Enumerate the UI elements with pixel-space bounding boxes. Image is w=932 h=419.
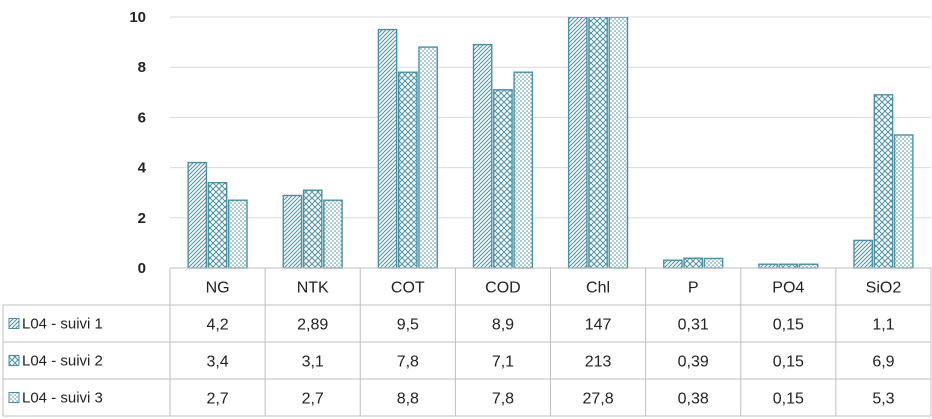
data-table: NG NTK COT COD Chl P PO4 SiO2 L04 - suivi 1 4,2 2,… bbox=[2, 268, 932, 417]
data-label: 4,2 bbox=[206, 317, 228, 334]
data-label: 2,7 bbox=[206, 391, 228, 408]
bar-ng-series-2 bbox=[207, 181, 228, 269]
category-label: NTK bbox=[297, 280, 329, 297]
legend-key-series-3 bbox=[8, 392, 20, 403]
bar-p-series-3 bbox=[703, 257, 724, 269]
data-label: 213 bbox=[585, 354, 612, 371]
legend-key-series-1 bbox=[8, 318, 20, 329]
bar-cot-series-3 bbox=[418, 46, 438, 269]
data-label: 9,5 bbox=[397, 317, 419, 334]
data-label: 7,8 bbox=[492, 391, 514, 408]
bar-po4-series-1 bbox=[758, 263, 778, 269]
data-label: 3,4 bbox=[206, 354, 228, 371]
category-label: P bbox=[688, 280, 699, 297]
bar-p-series-2 bbox=[683, 257, 704, 269]
data-label: 8,8 bbox=[397, 391, 419, 408]
data-label: 7,1 bbox=[492, 354, 514, 371]
data-label: 0,15 bbox=[773, 391, 804, 408]
legend-label-series-2: L04 - suivi 2 bbox=[22, 353, 103, 370]
data-label: 6,9 bbox=[872, 354, 894, 371]
bar-ntk-series-3 bbox=[323, 199, 343, 269]
bar-po4-series-3 bbox=[798, 263, 819, 269]
gridlines bbox=[170, 16, 931, 219]
bar-sio2-series-3 bbox=[893, 134, 914, 269]
y-tick-label: 2 bbox=[138, 210, 146, 227]
data-label: 0,15 bbox=[773, 354, 804, 371]
bar-sio2-series-1 bbox=[853, 239, 873, 269]
category-label: Chl bbox=[586, 280, 610, 297]
data-label: 1,1 bbox=[872, 317, 894, 334]
legend-key-series-2 bbox=[8, 355, 20, 366]
data-label: 2,89 bbox=[297, 317, 328, 334]
y-tick-label: 6 bbox=[138, 109, 146, 126]
bar-ntk-series-1 bbox=[282, 194, 303, 269]
y-tick-label: 4 bbox=[138, 160, 147, 177]
data-label: 2,7 bbox=[302, 391, 324, 408]
category-label: NG bbox=[206, 280, 230, 297]
bar-cot-series-1 bbox=[377, 28, 398, 269]
category-label: COT bbox=[391, 280, 425, 297]
bar-ng-series-1 bbox=[187, 161, 208, 269]
data-label: 0,15 bbox=[773, 317, 804, 334]
bar-sio2-series-2 bbox=[873, 94, 894, 269]
bar-ntk-series-2 bbox=[302, 189, 323, 269]
bar-po4-series-2 bbox=[778, 263, 799, 269]
data-label: 0,31 bbox=[678, 317, 709, 334]
y-tick-label: 0 bbox=[138, 260, 146, 277]
category-label: SiO2 bbox=[866, 280, 902, 297]
bar-chl-series-1 bbox=[567, 17, 588, 269]
data-label: 3,1 bbox=[302, 354, 324, 371]
y-tick-label: 10 bbox=[129, 9, 146, 26]
data-label: 0,38 bbox=[678, 391, 709, 408]
bar-cot-series-2 bbox=[397, 71, 418, 269]
bar-cod-series-3 bbox=[513, 71, 534, 269]
data-label: 147 bbox=[585, 317, 612, 334]
bar-chl-series-2 bbox=[588, 17, 608, 269]
y-tick-label: 8 bbox=[138, 59, 146, 76]
bars bbox=[187, 17, 914, 269]
data-label: 5,3 bbox=[872, 391, 894, 408]
data-label: 7,8 bbox=[397, 354, 419, 371]
data-label: 8,9 bbox=[492, 317, 514, 334]
data-label: 0,39 bbox=[678, 354, 709, 371]
legend-label-series-1: L04 - suivi 1 bbox=[22, 316, 103, 333]
bar-ng-series-3 bbox=[228, 199, 248, 269]
category-label: COD bbox=[485, 280, 521, 297]
bar-cod-series-2 bbox=[493, 89, 513, 269]
data-label: 27,8 bbox=[582, 391, 613, 408]
bar-p-series-1 bbox=[663, 259, 683, 269]
bar-chl-series-3 bbox=[608, 17, 629, 269]
legend-label-series-3: L04 - suivi 3 bbox=[22, 390, 103, 407]
y-axis-tick-labels: 0 2 4 6 8 10 bbox=[129, 9, 146, 277]
category-label: PO4 bbox=[772, 280, 804, 297]
bar-cod-series-1 bbox=[472, 43, 493, 269]
